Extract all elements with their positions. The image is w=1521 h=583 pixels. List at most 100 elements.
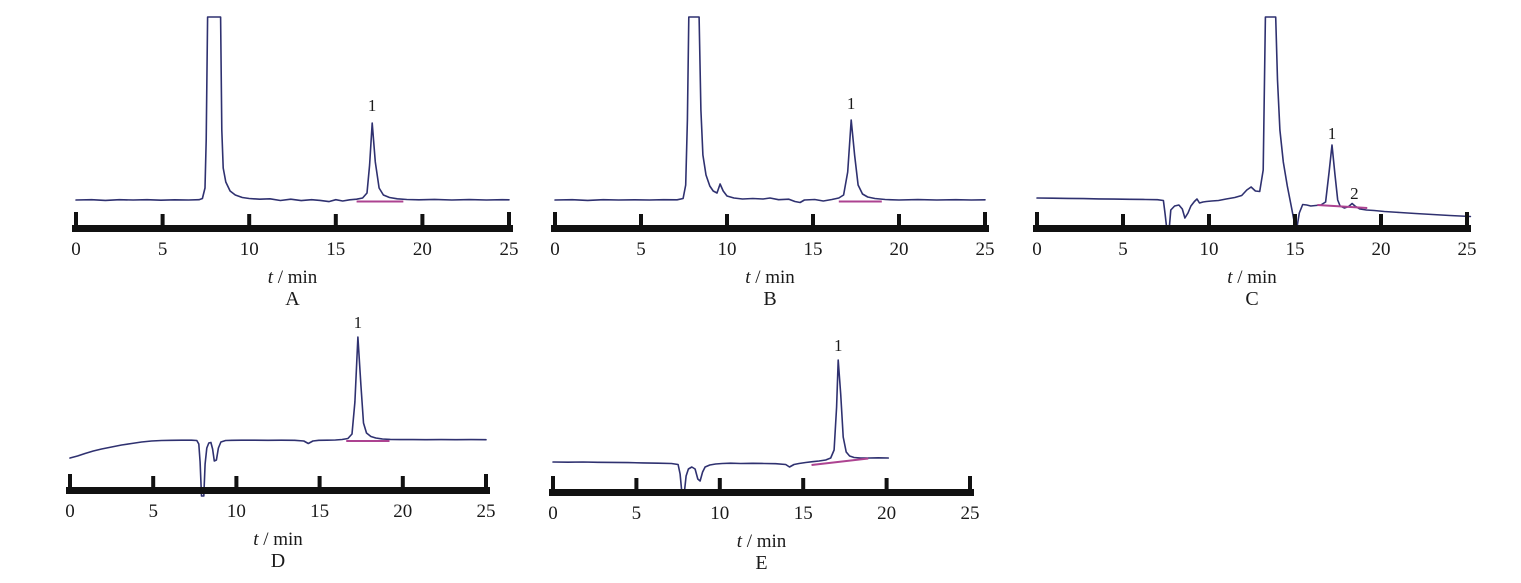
tick-mark bbox=[1035, 212, 1039, 225]
peak-label-C-2: 2 bbox=[1350, 184, 1359, 203]
integration-baseline-E bbox=[811, 457, 869, 466]
axis-bar bbox=[66, 487, 490, 494]
x-axis-C: 0 5 10 15 20 25 bbox=[1032, 212, 1477, 260]
panel-label-E: E bbox=[755, 552, 767, 574]
tick-mark bbox=[484, 474, 488, 487]
axis-bar bbox=[549, 489, 974, 496]
tick-label: 25 bbox=[976, 239, 995, 260]
tick-label: 5 bbox=[636, 239, 646, 260]
panel-label-C: C bbox=[1245, 288, 1258, 310]
panel-label-A: A bbox=[285, 288, 300, 310]
tick-mark bbox=[968, 476, 972, 489]
tick-mark bbox=[1121, 214, 1125, 225]
tick-mark bbox=[400, 476, 405, 487]
x-axis-title-D: t / min bbox=[253, 529, 303, 550]
x-axis-B: 0 5 10 15 20 25 bbox=[550, 212, 995, 260]
tick-label: 10 bbox=[240, 239, 259, 260]
tick-label: 0 bbox=[1032, 239, 1042, 260]
peak-label-D-1: 1 bbox=[354, 313, 363, 332]
tick-mark bbox=[553, 212, 557, 225]
detector-trace-D bbox=[69, 336, 487, 497]
tick-label: 15 bbox=[310, 501, 329, 522]
tick-mark bbox=[1379, 214, 1383, 225]
tick-label: 15 bbox=[794, 503, 813, 524]
panel-label-B: B bbox=[763, 288, 776, 310]
tick-mark bbox=[333, 214, 338, 225]
tick-label: 10 bbox=[1200, 239, 1219, 260]
tick-mark bbox=[639, 214, 643, 225]
detector-trace-B bbox=[554, 16, 986, 204]
tick-mark bbox=[811, 214, 815, 225]
tick-label: 10 bbox=[718, 239, 737, 260]
x-axis-title-B: t / min bbox=[745, 267, 795, 288]
x-axis-title-C: t / min bbox=[1227, 267, 1277, 288]
x-axis-A: 0 5 10 15 20 25 bbox=[71, 212, 519, 260]
tick-label: 5 bbox=[1118, 239, 1128, 260]
tick-mark bbox=[247, 214, 252, 225]
tick-label: 0 bbox=[65, 501, 75, 522]
tick-label: 15 bbox=[326, 239, 345, 260]
tick-label: 10 bbox=[710, 503, 729, 524]
integration-baseline-C bbox=[1317, 204, 1368, 209]
tick-mark bbox=[983, 212, 987, 225]
tick-mark bbox=[420, 214, 425, 225]
tick-mark bbox=[74, 212, 78, 225]
tick-label: 5 bbox=[158, 239, 168, 260]
tick-mark bbox=[151, 476, 156, 487]
peak-label-A-1: 1 bbox=[368, 96, 377, 115]
axis-bar bbox=[1033, 225, 1471, 232]
tick-label: 5 bbox=[632, 503, 642, 524]
tick-mark bbox=[897, 214, 901, 225]
x-axis-title-A: t / min bbox=[268, 267, 318, 288]
tick-label: 0 bbox=[548, 503, 558, 524]
tick-mark bbox=[801, 478, 806, 489]
tick-mark bbox=[725, 214, 729, 225]
tick-mark bbox=[68, 474, 72, 487]
tick-label: 25 bbox=[477, 501, 496, 522]
tick-mark bbox=[234, 476, 239, 487]
tick-label: 20 bbox=[877, 503, 896, 524]
tick-mark bbox=[1465, 212, 1469, 225]
tick-label: 15 bbox=[1286, 239, 1305, 260]
tick-label: 25 bbox=[961, 503, 980, 524]
tick-mark bbox=[634, 478, 639, 489]
tick-label: 15 bbox=[804, 239, 823, 260]
peak-label-E-1: 1 bbox=[834, 336, 843, 355]
tick-label: 25 bbox=[500, 239, 519, 260]
x-axis-E: 0 5 10 15 20 25 bbox=[548, 476, 980, 524]
tick-label: 25 bbox=[1458, 239, 1477, 260]
tick-label: 20 bbox=[1372, 239, 1391, 260]
tick-mark bbox=[1293, 214, 1297, 225]
tick-label: 10 bbox=[227, 501, 246, 522]
tick-label: 20 bbox=[393, 501, 412, 522]
detector-trace-A bbox=[75, 16, 510, 203]
tick-label: 0 bbox=[71, 239, 81, 260]
axis-bar bbox=[72, 225, 513, 232]
tick-mark bbox=[507, 212, 511, 225]
tick-mark bbox=[551, 476, 555, 489]
panel-label-D: D bbox=[271, 550, 285, 572]
x-axis-D: 0 5 10 15 20 25 bbox=[65, 474, 496, 522]
tick-mark bbox=[717, 478, 722, 489]
tick-mark bbox=[317, 476, 322, 487]
tick-label: 20 bbox=[413, 239, 432, 260]
peak-label-C-1: 1 bbox=[1328, 124, 1337, 143]
tick-mark bbox=[884, 478, 889, 489]
x-axis-title-E: t / min bbox=[737, 531, 787, 552]
detector-trace-E bbox=[552, 359, 890, 493]
tick-mark bbox=[160, 214, 165, 225]
peak-label-B-1: 1 bbox=[847, 94, 856, 113]
tick-label: 20 bbox=[890, 239, 909, 260]
detector-trace-C bbox=[1036, 16, 1472, 231]
axis-bar bbox=[551, 225, 989, 232]
tick-label: 0 bbox=[550, 239, 560, 260]
tick-label: 5 bbox=[148, 501, 158, 522]
tick-mark bbox=[1207, 214, 1211, 225]
